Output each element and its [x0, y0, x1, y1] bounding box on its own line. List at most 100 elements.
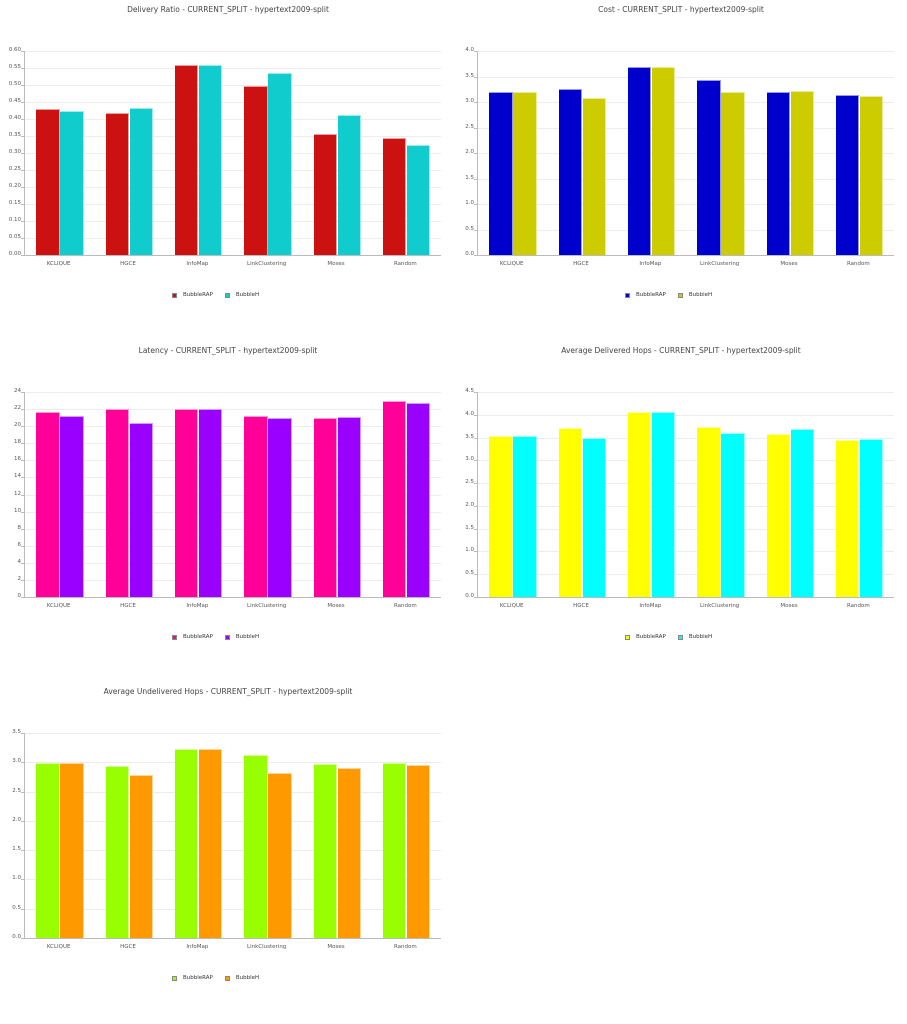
gridline: [25, 170, 441, 171]
y-tick-mark: [21, 477, 24, 479]
y-tick-mark: [21, 562, 24, 564]
x-tick-label: InfoMap: [639, 603, 662, 609]
x-tick-label: Random: [393, 261, 417, 267]
gridline: [478, 392, 894, 393]
gridline: [478, 153, 894, 154]
y-tick-label: 0.15: [8, 200, 21, 206]
y-tick-label: 4.5: [465, 388, 474, 394]
y-tick-mark: [474, 551, 477, 553]
gridline: [25, 511, 441, 513]
y-tick-label: 1.5: [12, 846, 21, 853]
y-tick-label: 0.55: [8, 64, 21, 70]
x-tick-label: KCLIQUE: [499, 603, 524, 609]
y-tick-mark: [21, 579, 24, 581]
bar-bubbleh-moses: [337, 417, 361, 597]
y-tick-mark: [21, 221, 24, 222]
chart-title: Delivery Ratio - CURRENT_SPLIT - hyperte…: [127, 5, 329, 14]
x-tick-label: LinkClustering: [700, 261, 740, 267]
bar-bubbleh-infomap: [198, 748, 223, 938]
legend: BubbleRAP BubbleH: [172, 634, 271, 640]
y-tick-label: 1.5: [465, 174, 474, 181]
x-tick-label: Moses: [327, 944, 345, 950]
legend-label: BubbleRAP: [183, 292, 213, 298]
legend: BubbleRAP BubbleH: [172, 292, 271, 298]
bar-bubblerap-linkclustering: [244, 86, 268, 255]
y-tick-label: 3.5: [465, 72, 474, 79]
bar-bubblerap-kclique: [36, 109, 60, 255]
gridline: [25, 204, 441, 205]
y-tick-mark: [21, 511, 24, 513]
bar-bubbleh-hgce: [129, 775, 153, 938]
legend-item-bubblerap: BubbleRAP: [172, 292, 213, 298]
y-tick-mark: [474, 153, 477, 154]
y-tick-mark: [21, 528, 24, 530]
y-tick-label: 0.00: [8, 251, 21, 257]
y-tick-label: 0.20: [8, 183, 21, 189]
y-tick-mark: [474, 505, 477, 507]
plot-area: [24, 733, 441, 939]
gridline: [25, 460, 441, 462]
gridline: [25, 528, 441, 530]
y-tick-mark: [21, 136, 24, 137]
legend-item-bubbleh: BubbleH: [224, 292, 259, 298]
y-tick-label: 0.25: [8, 166, 21, 172]
y-tick-mark: [21, 443, 24, 445]
y-tick-mark: [474, 255, 477, 256]
legend-swatch-icon: [677, 292, 683, 298]
y-tick-mark: [474, 51, 477, 52]
y-tick-mark: [21, 85, 24, 86]
gridline: [478, 204, 894, 205]
y-tick-mark: [21, 762, 24, 764]
y-tick-mark: [474, 574, 477, 576]
y-tick-mark: [474, 528, 477, 530]
bar-bubblerap-hgce: [558, 427, 582, 597]
bar-bubbleh-moses: [337, 114, 361, 255]
x-tick-label: KCLIQUE: [46, 261, 71, 267]
gridline: [25, 102, 441, 103]
y-tick-mark: [21, 460, 24, 462]
gridline: [478, 127, 894, 129]
y-tick-label: 2.0: [465, 149, 474, 155]
y-tick-mark: [21, 545, 24, 547]
gridline: [25, 238, 441, 239]
gridline: [25, 562, 441, 564]
x-tick-label: InfoMap: [639, 261, 662, 267]
y-tick-label: 0.50: [8, 81, 21, 87]
bar-bubbleh-hgce: [582, 438, 606, 597]
chart-title: Cost - CURRENT_SPLIT - hypertext2009-spl…: [598, 5, 764, 14]
bar-bubblerap-moses: [313, 417, 337, 597]
y-tick-label: 20: [14, 422, 21, 429]
plot-area: [477, 392, 894, 598]
gridline: [25, 136, 441, 137]
x-tick-label: Random: [393, 944, 417, 950]
bar-bubbleh-linkclustering: [268, 72, 292, 255]
x-tick-label: HGCE: [120, 944, 136, 950]
bar-bubblerap-infomap: [627, 412, 652, 597]
y-tick-mark: [474, 460, 477, 462]
bar-bubblerap-linkclustering: [244, 416, 268, 597]
gridline: [25, 545, 441, 547]
x-tick-label: LinkClustering: [700, 603, 740, 609]
bar-bubblerap-random: [382, 401, 407, 597]
x-tick-label: HGCE: [120, 261, 136, 267]
x-tick-label: Random: [846, 603, 870, 609]
bar-bubblerap-moses: [766, 433, 790, 597]
y-tick-label: 0.0: [465, 593, 474, 599]
bar-bubblerap-linkclustering: [244, 755, 268, 938]
y-tick-mark: [474, 76, 477, 78]
bar-bubblerap-hgce: [105, 765, 129, 938]
y-tick-label: 10: [14, 507, 21, 514]
y-tick-label: 0.45: [8, 98, 21, 104]
bar-bubbleh-kclique: [60, 762, 84, 938]
y-tick-label: 4.0: [465, 47, 474, 53]
bar-bubblerap-random: [835, 94, 860, 255]
y-tick-mark: [21, 409, 24, 411]
x-tick-label: HGCE: [573, 261, 589, 267]
x-tick-label: Moses: [780, 261, 798, 267]
bar-bubbleh-hgce: [582, 97, 606, 255]
y-tick-label: 0.5: [465, 570, 474, 577]
gridline: [478, 574, 894, 576]
bar-bubbleh-infomap: [198, 64, 223, 255]
y-tick-mark: [474, 597, 477, 598]
y-tick-label: 24: [14, 388, 21, 394]
